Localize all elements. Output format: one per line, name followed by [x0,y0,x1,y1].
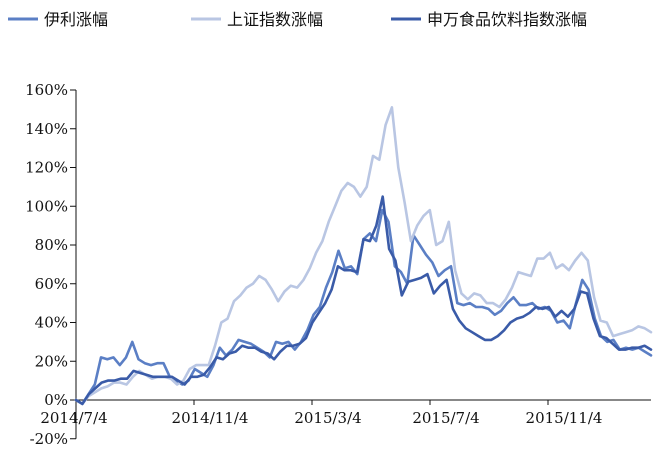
y-tick-label: 140% [25,120,68,138]
y-tick-label: 80% [35,236,68,254]
legend: 伊利涨幅 上证指数涨幅 申万食品饮料指数涨幅 [8,10,587,29]
legend-label-yili: 伊利涨幅 [44,10,108,29]
legend-label-sw-food: 申万食品饮料指数涨幅 [427,10,587,29]
y-tick-label: 20% [35,352,68,370]
y-tick-label: 0% [44,391,68,409]
x-tick-label: 2015/7/4 [412,409,479,427]
x-axis: 2014/7/4 2014/11/4 2015/3/4 2015/7/4 2015/11… [40,399,651,427]
y-tick-label: 100% [25,197,68,215]
y-tick-label: 160% [25,81,68,99]
legend-label-sse: 上证指数涨幅 [227,10,323,29]
series-layer [74,106,653,406]
y-tick-label: 120% [25,159,68,177]
x-tick-label: 2015/3/4 [294,409,361,427]
x-tick-label: 2015/11/4 [526,409,603,427]
x-tick-label: 2014/11/4 [172,409,249,427]
series-line-2 [74,195,653,406]
x-tick-label: 2014/7/4 [40,409,107,427]
y-tick-label: 40% [35,314,68,332]
y-tick-label: 60% [35,275,68,293]
y-tick-label: -20% [30,430,68,448]
series-line-1 [74,106,653,406]
y-axis: -20% 0% 20% 40% 60% 80% 100% 120% 140% 160% [25,81,77,448]
